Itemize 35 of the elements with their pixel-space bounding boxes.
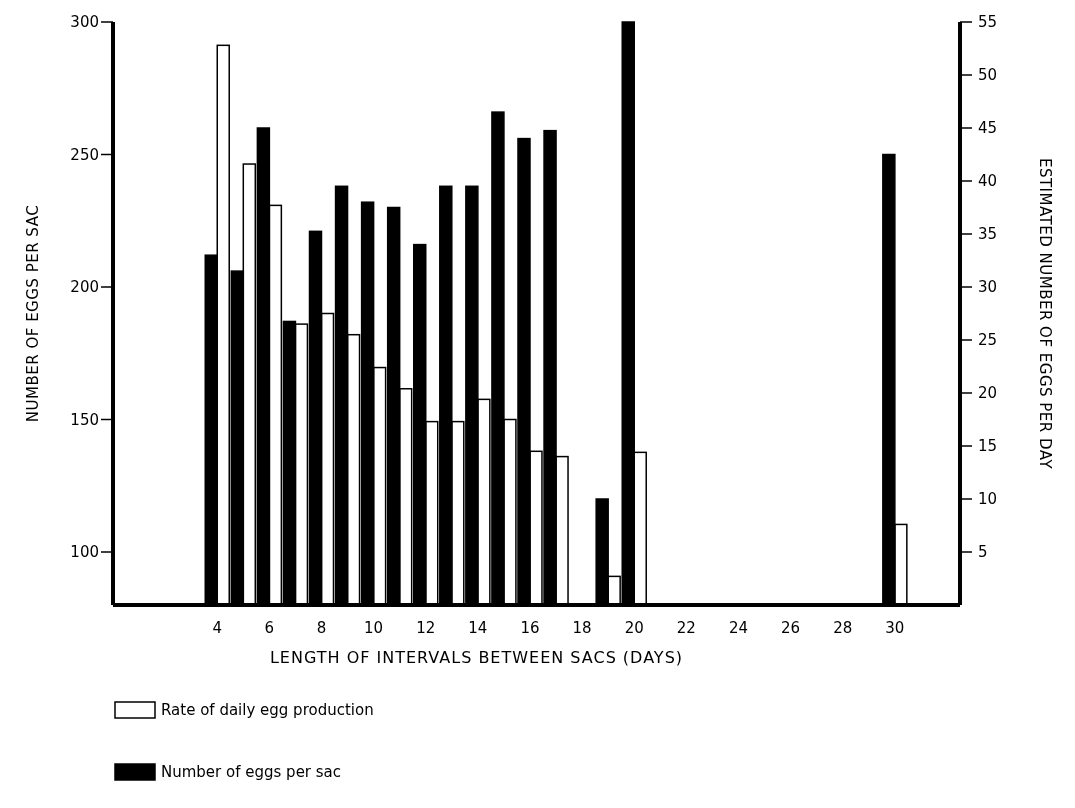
y2-tick-label: 20 bbox=[978, 384, 998, 403]
y-tick-label: 300 bbox=[70, 13, 99, 32]
y-tick-label: 150 bbox=[70, 410, 99, 429]
y2-tick-label: 5 bbox=[978, 543, 988, 562]
x-tick-label: 28 bbox=[833, 619, 853, 637]
y2-tick-label: 50 bbox=[978, 66, 998, 85]
x-tick-label: 10 bbox=[364, 619, 384, 637]
legend-label: Number of eggs per sac bbox=[161, 763, 342, 782]
x-tick-label: 26 bbox=[781, 619, 801, 637]
y2-tick-label: 15 bbox=[978, 437, 998, 456]
y2-tick-label: 35 bbox=[978, 225, 998, 244]
x-tick-label: 8 bbox=[316, 619, 327, 637]
y-tick-label: 250 bbox=[70, 145, 99, 164]
x-tick-label: 20 bbox=[624, 619, 644, 637]
y2-tick-label: 40 bbox=[978, 172, 998, 191]
y-tick-label: 100 bbox=[70, 543, 99, 562]
x-tick-label: 22 bbox=[676, 619, 696, 637]
x-tick-label: 6 bbox=[264, 619, 275, 637]
x-tick-label: 4 bbox=[212, 619, 223, 637]
legend-label: Rate of daily egg production bbox=[161, 701, 374, 720]
y2-tick-label: 45 bbox=[978, 119, 998, 138]
x-tick-label: 16 bbox=[520, 619, 540, 637]
y-axis-title: NUMBER OF EGGS PER SAC bbox=[24, 204, 42, 423]
x-tick-label: 24 bbox=[728, 619, 749, 637]
x-axis-title: LENGTH OF INTERVALS BETWEEN SACS (DAYS) bbox=[269, 648, 684, 667]
y2-axis-title: ESTIMATED NUMBER OF EGGS PER DAY bbox=[1036, 157, 1054, 470]
x-tick-label: 30 bbox=[885, 619, 905, 637]
y2-tick-label: 25 bbox=[978, 331, 998, 350]
y2-tick-label: 10 bbox=[978, 490, 998, 509]
y2-tick-label: 30 bbox=[978, 278, 998, 297]
y-tick-label: 200 bbox=[70, 278, 99, 297]
y2-tick-label: 55 bbox=[978, 13, 998, 32]
x-tick-label: 18 bbox=[572, 619, 592, 637]
x-tick-label: 14 bbox=[468, 619, 488, 637]
x-tick-label: 12 bbox=[416, 619, 436, 637]
